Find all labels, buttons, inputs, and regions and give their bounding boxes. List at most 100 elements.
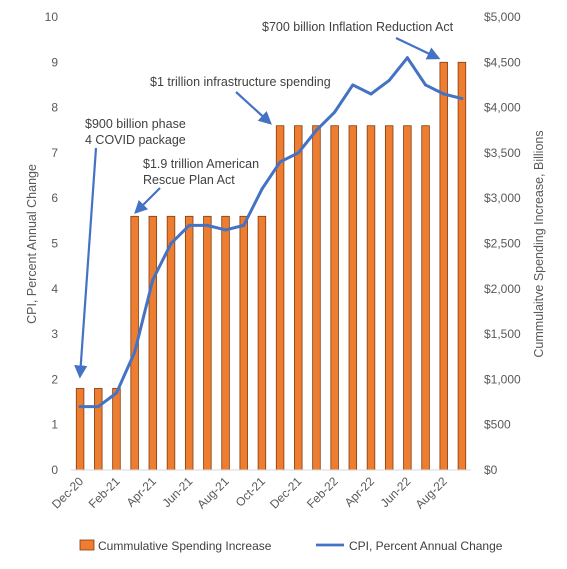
cpi-point-Jun-21 xyxy=(187,223,191,227)
x-tick-label: Jun-22 xyxy=(378,474,414,510)
bar-Oct-21 xyxy=(257,215,267,471)
cpi-point-Feb-22 xyxy=(333,110,337,114)
annotation-covid-line1: $900 billion phase xyxy=(85,117,186,131)
bar-May-21 xyxy=(166,215,176,471)
bar-Feb-22 xyxy=(330,125,339,471)
y-tick-label: 8 xyxy=(51,101,58,115)
cpi-point-Jun-22 xyxy=(405,56,409,60)
bar-Feb-21 xyxy=(112,388,121,471)
legend-swatch-spending xyxy=(79,539,95,551)
bar-Dec-21 xyxy=(294,125,303,471)
bar-Jul-22 xyxy=(421,125,430,471)
cpi-point-Mar-22 xyxy=(351,83,355,87)
cpi-point-Aug-21 xyxy=(224,228,228,232)
line-series xyxy=(78,56,464,409)
x-tick-label: Jun-21 xyxy=(159,474,195,510)
y-tick-label: 5 xyxy=(51,237,58,251)
annotation-ira-arrow xyxy=(395,37,441,60)
bar-Apr-21 xyxy=(148,215,158,471)
cpi-point-Sep-21 xyxy=(242,223,246,227)
y2-tick-label: $1,000 xyxy=(484,372,521,386)
x-tick-label: Apr-21 xyxy=(124,474,160,510)
bar-Aug-22 xyxy=(439,61,448,471)
y2-tick-label: $500 xyxy=(484,418,511,432)
y2-tick-label: $2,500 xyxy=(484,237,521,251)
y2-tick-label: $4,000 xyxy=(484,101,521,115)
legend: Cummulative Spending Increase CPI, Perce… xyxy=(79,539,503,553)
x-tick-label: Oct-21 xyxy=(233,474,269,510)
annotations: $900 billion phase 4 COVID package $1.9 … xyxy=(74,20,454,379)
cpi-point-Jan-22 xyxy=(314,128,318,132)
y2-tick-label: $5,000 xyxy=(484,10,521,24)
bar-Dec-20 xyxy=(75,388,85,471)
x-tick-label: Dec-20 xyxy=(49,474,86,511)
annotation-covid-line2: 4 COVID package xyxy=(85,133,186,147)
bar-May-22 xyxy=(384,125,394,471)
cpi-line xyxy=(78,56,464,409)
y2-tick-label: $3,500 xyxy=(484,146,521,160)
bar-Jun-22 xyxy=(403,125,412,471)
bar-Jul-21 xyxy=(203,215,212,471)
y-tick-label: 0 xyxy=(51,463,58,477)
x-tick-label: Feb-22 xyxy=(304,474,341,511)
bar-Mar-22 xyxy=(348,125,358,471)
y2-axis-title: Cummulaitve Spending Increase, Billions xyxy=(532,130,546,357)
x-tick-label: Dec-21 xyxy=(267,474,304,511)
legend-label-spending: Cummulative Spending Increase xyxy=(98,539,272,553)
bar-Sep-22 xyxy=(457,61,467,471)
y-axis-right: $0 $500 $1,000 $1,500 $2,000 $2,500 $3,000 $3,5… xyxy=(484,10,521,477)
cpi-point-Mar-21 xyxy=(133,350,137,354)
y-tick-label: 4 xyxy=(51,282,58,296)
x-tick-label: Apr-22 xyxy=(342,474,378,510)
bar-Jan-22 xyxy=(312,125,321,471)
y-axis-left: 0 1 2 3 4 5 6 7 8 9 10 xyxy=(45,10,59,477)
cpi-point-Aug-22 xyxy=(442,92,446,96)
y-tick-label: 9 xyxy=(51,55,58,69)
cpi-point-Feb-21 xyxy=(114,391,118,395)
cpi-point-Jan-21 xyxy=(96,405,100,409)
y2-tick-label: $0 xyxy=(484,463,498,477)
annotation-arp-line2: Rescue Plan Act xyxy=(143,173,235,187)
bar-Aug-21 xyxy=(221,215,230,471)
y-tick-label: 3 xyxy=(51,327,58,341)
bar-series xyxy=(75,61,467,471)
cpi-point-May-21 xyxy=(169,242,173,245)
x-tick-label: Aug-21 xyxy=(194,474,231,511)
annotation-ira-line1: $700 billion Inflation Reduction Act xyxy=(262,20,454,34)
cpi-point-May-22 xyxy=(387,78,391,82)
cpi-point-Nov-21 xyxy=(278,160,282,164)
annotation-infra-line1: $1 trillion infrastructure spending xyxy=(150,75,331,89)
cpi-point-Sep-22 xyxy=(460,97,464,101)
cpi-point-Oct-21 xyxy=(260,187,264,191)
cpi-point-Jul-21 xyxy=(205,223,209,227)
annotation-arp-arrow xyxy=(134,187,161,214)
annotation-covid-arrow xyxy=(74,147,98,379)
y-tick-label: 7 xyxy=(51,146,58,160)
bar-Nov-21 xyxy=(275,125,285,471)
y-tick-label: 1 xyxy=(51,418,58,432)
annotation-infra-arrow xyxy=(235,91,272,125)
bar-Jun-21 xyxy=(184,215,194,471)
x-tick-label: Feb-21 xyxy=(86,474,123,511)
y2-tick-label: $1,500 xyxy=(484,327,521,341)
y2-tick-label: $3,000 xyxy=(484,191,521,205)
y-tick-label: 10 xyxy=(45,10,59,24)
x-axis: Dec-20 Feb-21 Apr-21 Jun-21 Aug-21 Oct-21 Dec-… xyxy=(49,474,450,511)
cpi-point-Dec-21 xyxy=(296,151,300,155)
cpi-point-Apr-22 xyxy=(369,92,373,96)
cpi-point-Dec-20 xyxy=(78,405,82,409)
y-tick-label: 6 xyxy=(51,191,58,205)
y2-tick-label: $4,500 xyxy=(484,55,521,69)
legend-label-cpi: CPI, Percent Annual Change xyxy=(349,539,503,553)
bar-Apr-22 xyxy=(366,125,376,471)
bar-Sep-21 xyxy=(239,215,248,471)
x-tick-label: Aug-22 xyxy=(413,474,450,511)
bar-Jan-21 xyxy=(94,388,103,471)
y2-tick-label: $2,000 xyxy=(484,282,521,296)
y-tick-label: 2 xyxy=(51,372,58,386)
cpi-point-Apr-21 xyxy=(151,278,155,282)
annotation-arp-line1: $1.9 trillion American xyxy=(143,157,259,171)
y-axis-title: CPI, Percent Annual Change xyxy=(25,164,39,324)
cpi-point-Jul-22 xyxy=(424,83,428,87)
